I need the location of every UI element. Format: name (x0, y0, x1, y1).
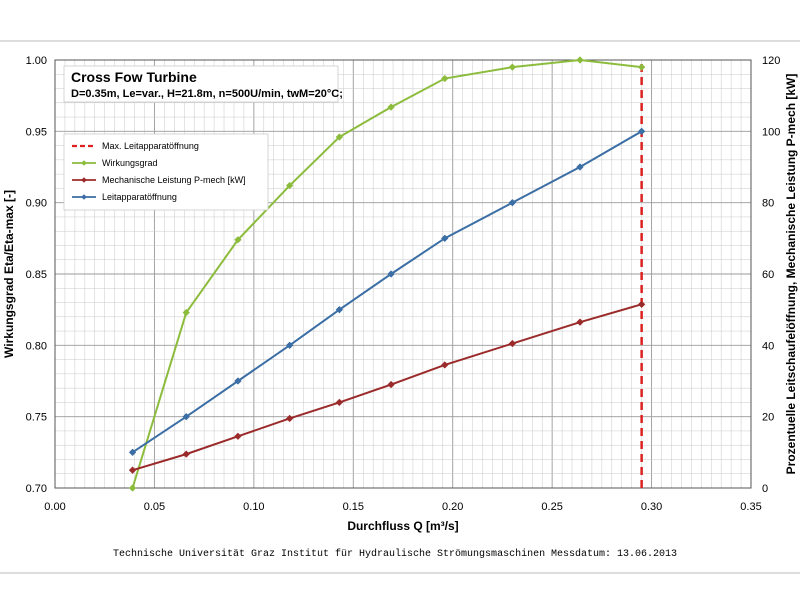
series-2-point (508, 339, 517, 348)
legend-entry-label: Leitapparatöffnung (102, 192, 177, 202)
series-3-point (335, 305, 344, 314)
y-right-tick-label: 80 (762, 198, 774, 210)
x-tick-label: 0.05 (144, 501, 165, 513)
x-tick-label: 0.15 (343, 501, 364, 513)
legend-entry-label: Mechanische Leistung P-mech [kW] (102, 175, 246, 185)
series-3-line (132, 130, 643, 454)
series-1-point (441, 74, 449, 83)
x-axis-title: Durchfluss Q [m³/s] (347, 519, 458, 533)
series-2-point (182, 450, 190, 458)
footer-date: Messdatum: 13.06.2013 (551, 548, 677, 560)
series-3-point (576, 163, 584, 171)
legend-swatch-marker (81, 177, 87, 183)
y-left-tick-label: 0.90 (26, 198, 47, 210)
y-right-axis-title: Prozentuelle Leitschaufelöffnung, Mechan… (784, 74, 798, 475)
series-2-point (637, 300, 646, 309)
series-3-point (285, 341, 294, 350)
series-1-line (131, 58, 642, 489)
series-3-point (128, 448, 137, 457)
y-right-tick-label: 20 (762, 412, 774, 424)
series-1-point (234, 236, 242, 244)
series-2-point (576, 318, 584, 326)
series-1-point (637, 63, 646, 71)
y-right-tick-label: 0 (762, 483, 768, 495)
series-1-point (576, 56, 584, 64)
footer-institution: Technische Universität Graz Institut für… (113, 548, 545, 560)
y-left-axis-title: Wirkungsgrad Eta/Eta-max [-] (2, 190, 16, 358)
series-3-point (234, 377, 242, 385)
legend-swatch-marker (81, 160, 87, 166)
series-2-point (387, 380, 395, 389)
x-tick-label: 0.00 (44, 501, 65, 513)
series-1-point (285, 181, 294, 190)
x-tick-label: 0.30 (641, 501, 662, 513)
legend (63, 133, 269, 211)
y-left-tick-label: 0.75 (26, 412, 47, 424)
y-left-tick-label: 1.00 (26, 55, 47, 67)
y-left-tick-label: 0.95 (26, 126, 47, 138)
series-3-point (182, 412, 190, 421)
x-tick-label: 0.35 (740, 501, 761, 513)
series-2-line (132, 303, 642, 472)
series (128, 56, 646, 492)
series-3-point (508, 198, 517, 207)
y-left-tick-label: 0.70 (26, 483, 47, 495)
series-2-point (335, 398, 344, 407)
plot-frame (54, 59, 752, 489)
y-left-axis-ticks: 0.70 0.75 0.80 0.85 0.90 0.95 1.00 (26, 55, 47, 495)
x-tick-label: 0.10 (243, 501, 264, 513)
series-1-point (128, 484, 137, 492)
series-2-point (128, 466, 137, 474)
y-right-axis-ticks: 0 20 40 60 80 100 120 (762, 55, 780, 495)
chart-title: Cross Fow Turbine (71, 69, 197, 85)
title-box (63, 65, 339, 103)
series-1-point (335, 133, 344, 141)
y-right-tick-label: 120 (762, 55, 780, 67)
series-2-point (441, 361, 449, 369)
series-3-point (387, 270, 395, 278)
x-tick-label: 0.20 (442, 501, 463, 513)
series-3-point (637, 127, 646, 136)
grid (55, 60, 751, 488)
y-right-tick-label: 100 (762, 126, 780, 138)
legend-entry-label: Max. Leitapparatöffnung (102, 141, 199, 151)
series-1-point (182, 308, 190, 317)
y-left-tick-label: 0.80 (26, 340, 47, 352)
legend-entry-label: Wirkungsgrad (102, 158, 158, 168)
chart-subtitle: D=0.35m, Le=var., H=21.8m, n=500U/min, t… (71, 88, 343, 100)
legend-items: Max. Leitapparatöffnung Wirkungsgrad Mecha… (72, 141, 246, 202)
series-2-point (234, 432, 242, 441)
series-3-point (441, 234, 449, 243)
x-axis-ticks: 0.00 0.05 0.10 0.15 0.20 0.25 0.30 0.35 (44, 501, 761, 513)
y-right-tick-label: 60 (762, 269, 774, 281)
series-1-point (387, 103, 395, 111)
y-left-tick-label: 0.85 (26, 269, 47, 281)
y-right-tick-label: 40 (762, 340, 774, 352)
legend-swatch-marker (81, 194, 87, 200)
series-2-point (285, 414, 294, 423)
series-1-point (508, 63, 517, 71)
x-tick-label: 0.25 (541, 501, 562, 513)
